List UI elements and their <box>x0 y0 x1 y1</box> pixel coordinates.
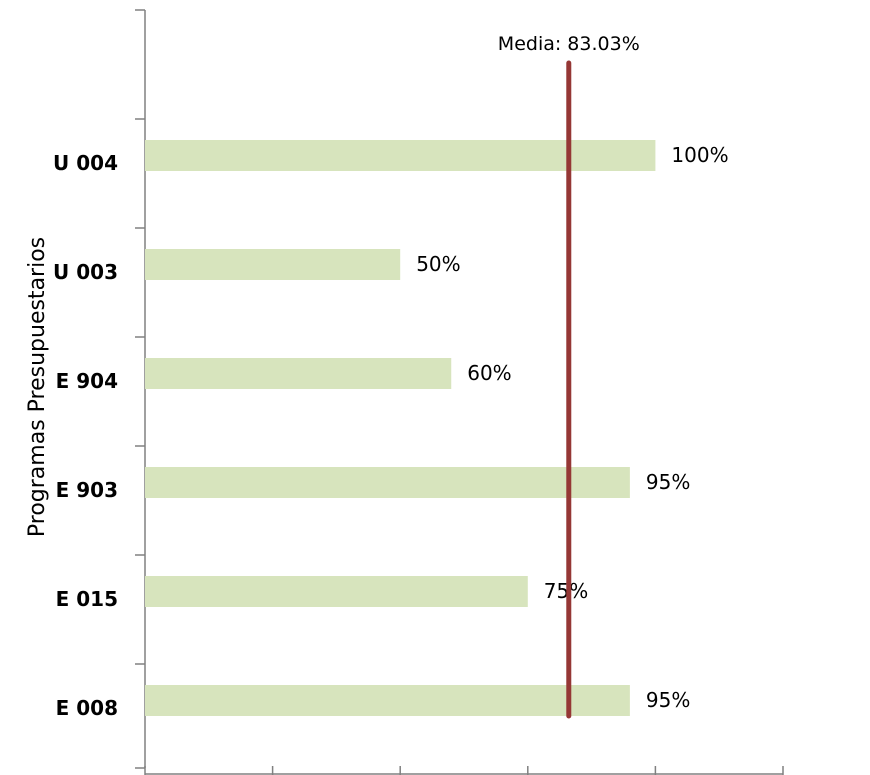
bar <box>145 576 528 607</box>
bar <box>145 249 401 280</box>
category-label: U 003 <box>53 260 118 284</box>
bar <box>145 685 630 716</box>
bar <box>145 140 656 171</box>
category-label: U 004 <box>53 151 118 175</box>
value-label: 95% <box>646 688 690 712</box>
value-label: 60% <box>467 361 511 385</box>
value-label: 100% <box>671 143 728 167</box>
bar <box>145 358 452 389</box>
axes <box>135 9 784 775</box>
bars <box>145 140 656 716</box>
category-labels: E 008 E 015 E 903 E 904 U 003 U 004 <box>53 151 118 720</box>
category-label: E 015 <box>56 587 118 611</box>
y-axis-title: Programas Presupuestarios <box>25 237 50 537</box>
value-label: 75% <box>544 579 588 603</box>
mean-reference: Media: 83.03% <box>498 33 640 719</box>
category-label: E 008 <box>56 696 118 720</box>
value-label: 95% <box>646 470 690 494</box>
category-label: E 903 <box>56 478 118 502</box>
mean-label: Media: 83.03% <box>498 33 640 55</box>
bar <box>145 467 630 498</box>
value-label: 50% <box>416 252 460 276</box>
category-label: E 904 <box>56 369 118 393</box>
value-labels: 95% 75% 95% 60% 50% 100% <box>416 143 728 712</box>
